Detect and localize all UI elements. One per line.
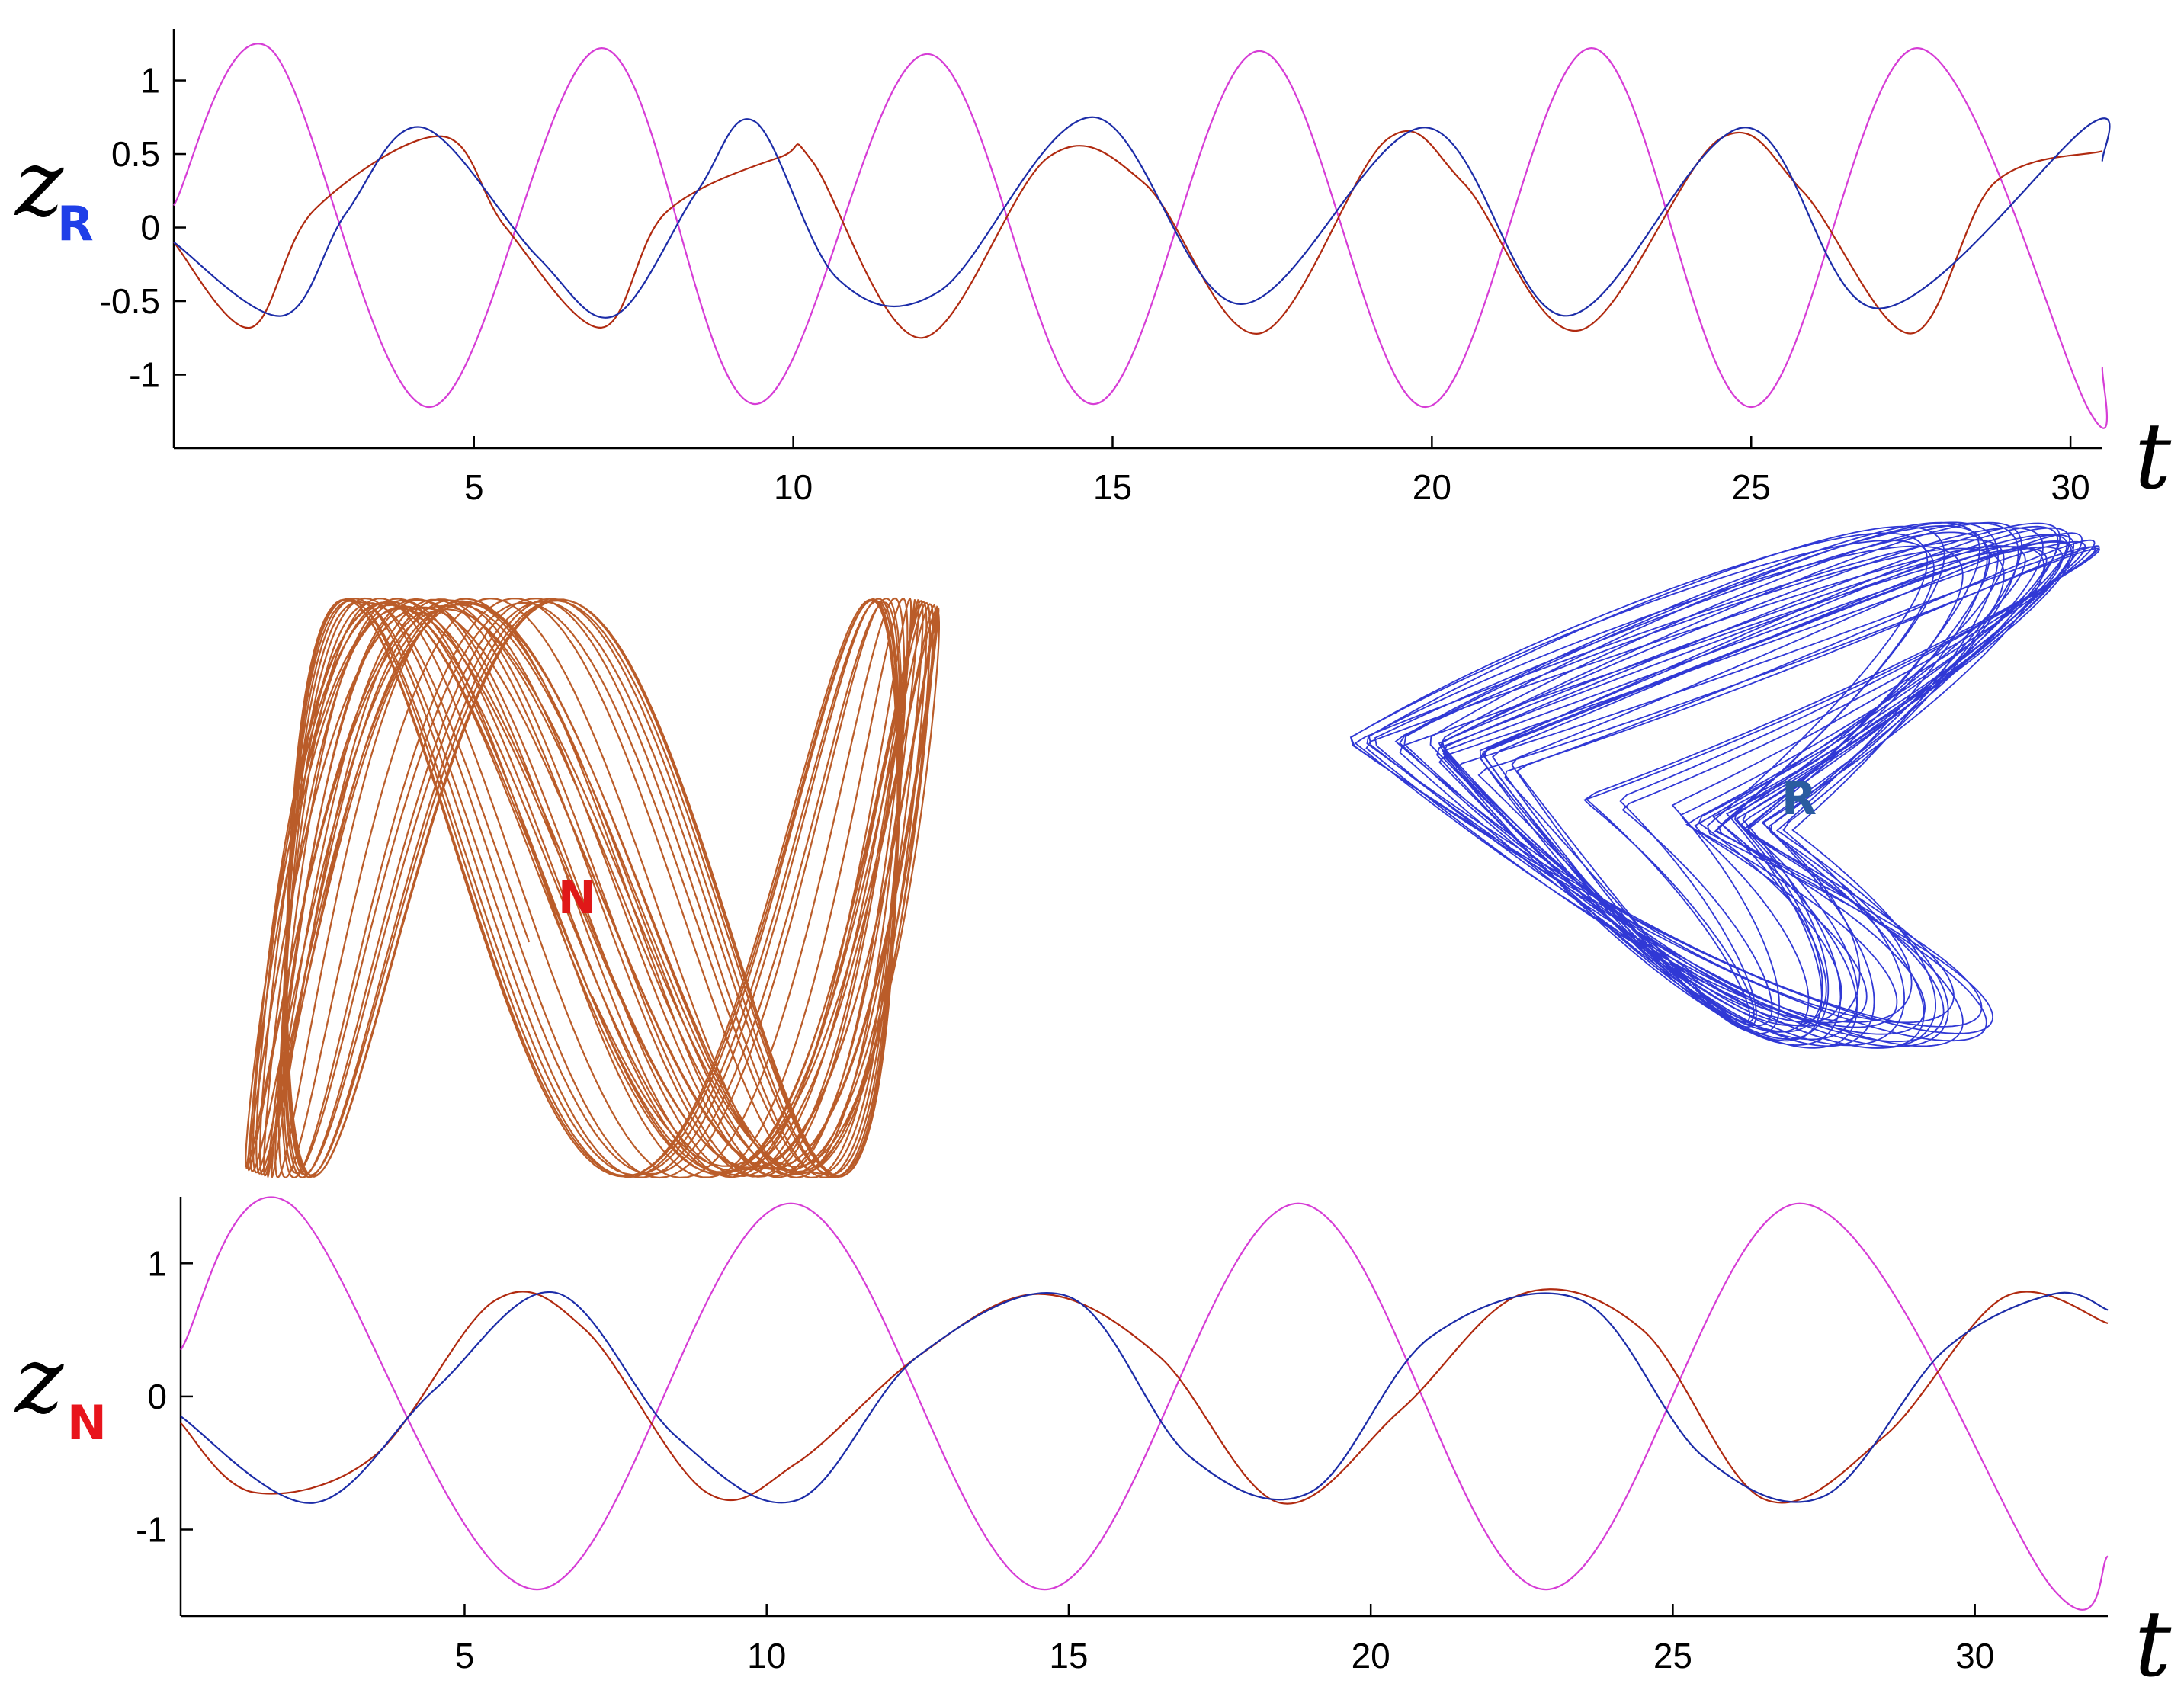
- y-tick-label: -1: [136, 1510, 167, 1550]
- attractor-N-label: N: [558, 871, 596, 925]
- x-tick-label: 5: [455, 1636, 475, 1676]
- x-tick-label: 5: [464, 467, 484, 507]
- x-tick-label: 20: [1352, 1636, 1390, 1676]
- y-tick-label: 1: [140, 61, 160, 101]
- x-tick-label: 25: [1732, 467, 1771, 507]
- y-tick-label: -0.5: [100, 281, 160, 321]
- x-tick-label: 30: [2051, 467, 2090, 507]
- attractor-N: [245, 597, 940, 1180]
- x-tick-label: 10: [774, 467, 813, 507]
- attractor-R: [1349, 521, 2100, 1049]
- x-axis-label: t: [2134, 1592, 2172, 1698]
- series-magenta: [180, 1196, 2109, 1611]
- series-red: [173, 130, 2103, 339]
- series-blue: [180, 1291, 2109, 1504]
- x-tick-label: 25: [1653, 1636, 1692, 1676]
- attractor-R-label: R: [1782, 772, 1817, 826]
- x-axis-label: t: [2134, 404, 2172, 510]
- y-axis-label-subscript: R: [57, 196, 94, 252]
- series-magenta: [173, 43, 2109, 429]
- y-tick-label: 0: [140, 208, 160, 248]
- series-red: [180, 1288, 2109, 1505]
- x-tick-label: 20: [1413, 467, 1451, 507]
- y-axis-label: z: [14, 1328, 64, 1434]
- attractor-N-trajectory: [245, 597, 940, 1180]
- x-tick-label: 30: [1955, 1636, 1994, 1676]
- y-axis-label-subscript: N: [67, 1395, 107, 1451]
- y-tick-label: -1: [129, 355, 160, 395]
- y-tick-label: 1: [147, 1243, 167, 1283]
- y-tick-label: 0: [147, 1377, 167, 1416]
- x-tick-label: 15: [1093, 467, 1132, 507]
- series-blue: [173, 116, 2111, 319]
- top-time-series-panel: 1 0.5 0 -0.5 -1 5 10 15 20 25 30 zRt: [14, 29, 2172, 510]
- y-axis-label: z: [14, 131, 64, 237]
- bottom-time-series-panel: 10-15 10 15 20 25 30z Nt: [14, 1196, 2172, 1698]
- x-tick-label: 10: [747, 1636, 786, 1676]
- attractor-R-trajectory: [1349, 521, 2100, 1049]
- y-tick-label: 0.5: [111, 134, 160, 174]
- x-tick-label: 15: [1049, 1636, 1088, 1676]
